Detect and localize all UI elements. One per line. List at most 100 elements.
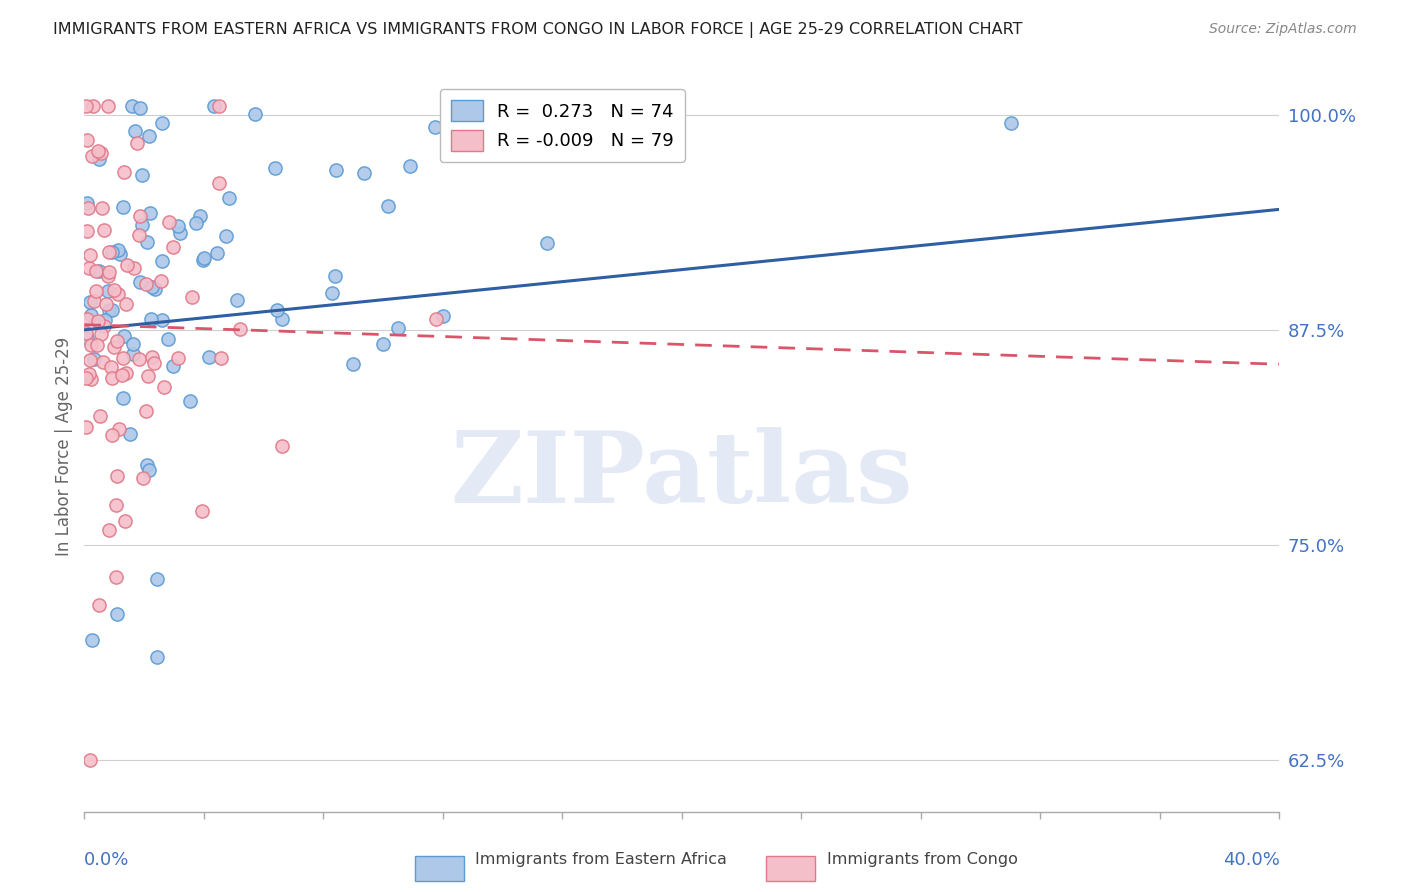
Point (202, 99, 225, 113)
Point (77, 260, 100, 275)
Point (80, 149, 103, 163)
Point (75, 371, 97, 385)
Point (107, 243, 129, 257)
Point (398, 159, 420, 173)
Point (209, 351, 232, 365)
Point (131, 219, 153, 233)
Point (143, 282, 166, 296)
Text: 0.0%: 0.0% (84, 851, 129, 869)
Point (128, 228, 150, 243)
Point (152, 380, 174, 394)
Point (125, 136, 148, 150)
Point (129, 101, 152, 115)
Point (79, 247, 101, 261)
Point (76, 331, 98, 345)
Point (266, 303, 288, 318)
Point (107, 286, 129, 301)
Point (208, 177, 231, 191)
Point (655, 99, 678, 113)
Point (82, 632, 104, 647)
Point (97, 524, 120, 538)
Point (373, 336, 395, 351)
Point (141, 311, 163, 326)
Point (207, 99, 229, 113)
Point (128, 352, 150, 367)
Point (167, 219, 190, 234)
Text: 40.0%: 40.0% (1223, 851, 1279, 869)
Point (107, 334, 129, 348)
Point (90, 201, 112, 215)
Point (135, 404, 157, 418)
Point (75, 419, 97, 434)
Point (423, 120, 446, 134)
Point (191, 504, 214, 518)
Text: Immigrants from Congo: Immigrants from Congo (827, 852, 1018, 867)
Point (86, 284, 108, 298)
Point (146, 649, 169, 664)
Point (83, 293, 105, 308)
Point (89, 598, 111, 612)
Point (166, 351, 188, 365)
Point (111, 351, 134, 365)
Point (86, 337, 108, 351)
Point (121, 336, 143, 351)
Point (101, 371, 124, 385)
Point (112, 328, 135, 343)
Point (432, 309, 454, 323)
Point (387, 321, 409, 335)
Point (205, 245, 228, 260)
Point (79, 753, 101, 767)
Text: IMMIGRANTS FROM EASTERN AFRICA VS IMMIGRANTS FROM CONGO IN LABOR FORCE | AGE 25-: IMMIGRANTS FROM EASTERN AFRICA VS IMMIGR… (53, 22, 1024, 38)
Point (80, 308, 103, 322)
Point (150, 274, 173, 288)
Point (141, 280, 163, 294)
Point (138, 128, 160, 143)
Point (136, 458, 159, 472)
Point (226, 293, 249, 307)
Point (198, 350, 221, 364)
Point (122, 347, 145, 361)
Point (136, 235, 159, 250)
Point (179, 393, 201, 408)
Point (83, 352, 105, 367)
Point (150, 116, 173, 130)
Point (89, 409, 111, 424)
Point (101, 427, 124, 442)
Point (162, 239, 184, 253)
Point (111, 391, 134, 405)
Point (103, 340, 125, 354)
Point (353, 166, 375, 180)
Point (86, 144, 108, 158)
Point (89, 152, 111, 166)
Point (115, 366, 138, 380)
Point (76, 312, 98, 326)
Point (110, 368, 132, 382)
Point (112, 164, 135, 178)
Point (76, 202, 98, 216)
Point (270, 312, 292, 326)
Point (243, 107, 266, 121)
Point (79, 353, 101, 368)
Point (97, 99, 120, 113)
Point (100, 302, 122, 317)
Point (82, 99, 104, 113)
Point (215, 229, 238, 244)
Point (139, 205, 162, 219)
Point (105, 570, 128, 584)
Point (108, 247, 131, 261)
Point (87, 263, 110, 277)
Point (157, 215, 180, 229)
Point (146, 573, 169, 587)
Point (76, 224, 98, 238)
Point (150, 312, 173, 326)
Point (138, 369, 160, 384)
Point (75, 99, 97, 113)
Point (536, 235, 558, 250)
Point (103, 283, 125, 297)
Point (111, 200, 134, 214)
Point (90, 146, 112, 161)
Y-axis label: In Labor Force | Age 25-29: In Labor Force | Age 25-29 (55, 336, 73, 556)
Point (141, 350, 163, 364)
Text: ZIPatlas: ZIPatlas (451, 426, 912, 524)
Point (115, 258, 138, 272)
